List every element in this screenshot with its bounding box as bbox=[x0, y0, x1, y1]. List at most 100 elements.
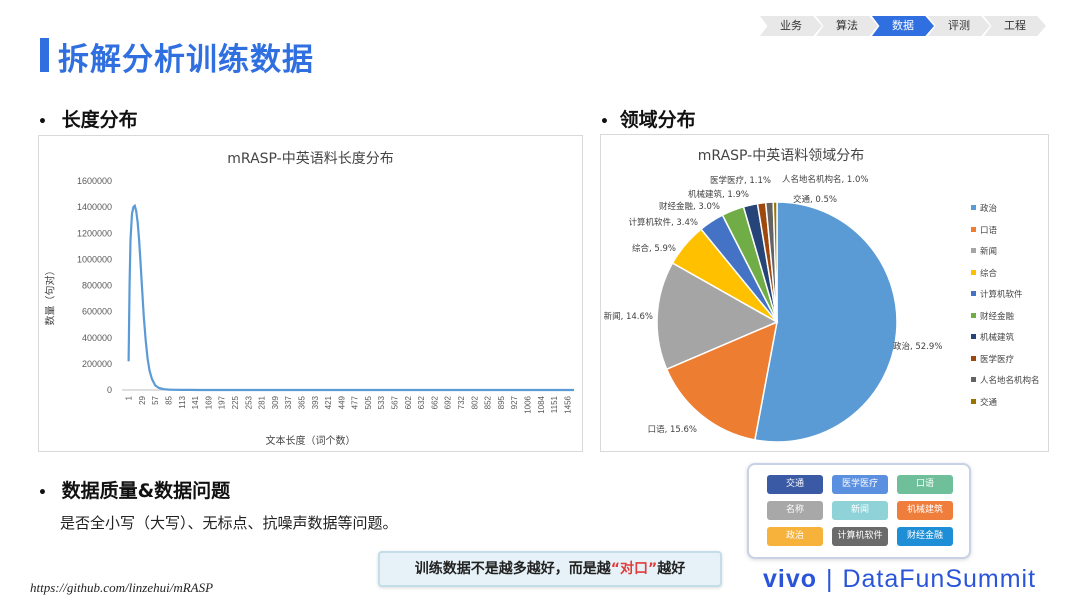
y-tick-label: 1000000 bbox=[77, 254, 112, 264]
brand-vivo: vivo bbox=[763, 565, 818, 593]
legend-item: 交通 bbox=[971, 396, 997, 408]
length-chart-panel: mRASP-中英语料长度分布 1600000 1400000 1200000 1000… bbox=[38, 135, 583, 452]
x-tick-label: 309 bbox=[271, 395, 280, 409]
tag-politics: 政治 bbox=[767, 527, 823, 546]
tag-label: 计算机软件 bbox=[837, 531, 883, 541]
tag-machinery: 机械建筑 bbox=[897, 501, 953, 520]
x-tick-label: 169 bbox=[204, 395, 213, 409]
x-tick-label: 567 bbox=[391, 395, 400, 409]
pie-data-label: 计算机软件, 3.4% bbox=[629, 217, 699, 228]
legend-item: 机械建筑 bbox=[971, 331, 1014, 343]
pie-data-label: 财经金融, 3.0% bbox=[659, 201, 720, 212]
x-tick-label: 533 bbox=[377, 395, 386, 409]
quality-description: 是否全小写（大写）、无标点、抗噪声数据等问题。 bbox=[60, 514, 398, 532]
x-tick-label: 1151 bbox=[550, 395, 559, 413]
length-chart-xlabel: 文本长度（词个数） bbox=[265, 436, 356, 447]
legend-label: 人名地名机构名 bbox=[980, 376, 1040, 386]
tag-label: 名称 bbox=[785, 505, 804, 515]
breadcrumb-item-engineering[interactable]: 工程 bbox=[984, 16, 1046, 36]
tag-label: 财经金融 bbox=[906, 531, 943, 541]
x-tick-label: 253 bbox=[244, 395, 253, 409]
legend-item: 新闻 bbox=[971, 245, 997, 257]
conclusion-callout: 训练数据不是越多越好，而是越“对口”越好 bbox=[378, 551, 722, 587]
legend-swatch bbox=[971, 377, 976, 382]
source-url[interactable]: https://github.com/linzehui/mRASP bbox=[30, 580, 214, 595]
legend-item: 口语 bbox=[971, 224, 997, 236]
legend-swatch bbox=[971, 269, 976, 275]
legend-item: 计算机软件 bbox=[971, 288, 1023, 300]
x-tick-label: 505 bbox=[364, 395, 373, 409]
x-tick-label: 1456 bbox=[563, 395, 572, 413]
pie-data-label: 新闻, 14.6% bbox=[604, 311, 653, 322]
breadcrumb-item-evaluation[interactable]: 评测 bbox=[928, 16, 990, 36]
tag-names: 名称 bbox=[767, 501, 823, 520]
legend-label: 口语 bbox=[980, 225, 998, 236]
x-tick-label: 141 bbox=[191, 395, 200, 409]
pie-slice bbox=[772, 201, 778, 323]
legend-swatch bbox=[971, 226, 976, 232]
legend-item: 医学医疗 bbox=[971, 353, 1014, 365]
y-tick-label: 0 bbox=[107, 385, 112, 395]
pie-data-label: 人名地名机构名, 1.0% bbox=[782, 174, 869, 185]
bullet-dot: • bbox=[600, 114, 609, 130]
brand-logo: vivo | DataFunSummit bbox=[763, 564, 1036, 594]
y-tick-label: 400000 bbox=[82, 333, 112, 343]
domain-chart-title: mRASP-中英语料领域分布 bbox=[697, 148, 865, 164]
tag-label: 医学医疗 bbox=[841, 479, 878, 489]
domain-chart-panel: mRASP-中英语料领域分布 政治, 52.9% 口语, 15.6% 新闻, 14.… bbox=[600, 134, 1049, 452]
section-quality-label: 数据质量&数据问题 bbox=[61, 480, 231, 502]
legend-swatch bbox=[971, 398, 976, 404]
pie-data-label: 综合, 5.9% bbox=[632, 243, 676, 254]
legend-label: 医学医疗 bbox=[980, 354, 1015, 365]
length-line-chart: 1600000140000012000001000000800000600000… bbox=[77, 176, 574, 414]
tag-label: 新闻 bbox=[850, 505, 869, 515]
legend-label: 财经金融 bbox=[980, 311, 1015, 322]
legend-swatch bbox=[971, 355, 976, 361]
y-tick-label: 1200000 bbox=[77, 228, 112, 238]
tag-news: 新闻 bbox=[832, 501, 888, 520]
tag-label: 机械建筑 bbox=[906, 505, 943, 515]
pie-data-label: 机械建筑, 1.9% bbox=[688, 189, 749, 200]
legend-label: 综合 bbox=[980, 268, 998, 279]
x-tick-label: 449 bbox=[337, 395, 346, 409]
legend-item: 人名地名机构名 bbox=[971, 374, 1040, 386]
breadcrumb-item-algorithm[interactable]: 算法 bbox=[816, 16, 878, 36]
length-chart-title: mRASP-中英语料长度分布 bbox=[227, 151, 394, 167]
bullet-dot: • bbox=[38, 485, 47, 501]
x-tick-label: 632 bbox=[417, 395, 426, 409]
section-quality: • 数据质量&数据问题 bbox=[38, 476, 230, 503]
x-tick-label: 85 bbox=[165, 395, 174, 404]
tag-label: 口语 bbox=[915, 479, 934, 489]
tag-spoken: 口语 bbox=[897, 475, 953, 494]
x-tick-label: 1084 bbox=[537, 395, 546, 413]
bullet-dot: • bbox=[38, 114, 47, 130]
x-tick-label: 1006 bbox=[523, 395, 532, 413]
domain-tag-grid: 交通 医学医疗 口语 名称 新闻 机械建筑 政治 计算机软件 财经金融 bbox=[747, 463, 971, 559]
section-length-label: 长度分布 bbox=[61, 109, 138, 131]
callout-highlight: “对口” bbox=[610, 561, 658, 577]
x-tick-label: 113 bbox=[178, 395, 187, 408]
length-chart-ylabel: 数量（句对） bbox=[45, 265, 57, 326]
breadcrumb-item-data[interactable]: 数据 bbox=[872, 16, 934, 36]
length-series-line bbox=[127, 203, 574, 392]
x-tick-label: 662 bbox=[430, 395, 439, 409]
legend-swatch bbox=[971, 334, 976, 339]
legend-label: 机械建筑 bbox=[980, 333, 1015, 343]
breadcrumb-item-business[interactable]: 业务 bbox=[760, 16, 822, 36]
x-tick-label: 421 bbox=[324, 395, 333, 409]
pie-data-label: 政治, 52.9% bbox=[893, 341, 942, 352]
y-tick-label: 200000 bbox=[82, 359, 112, 369]
tag-medical: 医学医疗 bbox=[832, 475, 888, 494]
legend-swatch bbox=[971, 312, 976, 318]
legend-swatch bbox=[971, 291, 976, 296]
x-tick-label: 477 bbox=[351, 395, 360, 409]
domain-pie-chart: 政治, 52.9% 口语, 15.6% 新闻, 14.6% 综合, 5.9% 计算机软件… bbox=[604, 174, 942, 443]
x-tick-label: 197 bbox=[218, 395, 227, 409]
x-tick-label: 895 bbox=[497, 395, 506, 409]
callout-text-before: 训练数据不是越多越好，而是越 bbox=[414, 561, 611, 577]
tag-label: 交通 bbox=[785, 479, 804, 489]
x-tick-label: 337 bbox=[284, 395, 293, 409]
pie-data-label: 医学医疗, 1.1% bbox=[710, 175, 771, 186]
x-tick-label: 365 bbox=[297, 395, 306, 409]
x-tick-label: 29 bbox=[138, 395, 147, 404]
